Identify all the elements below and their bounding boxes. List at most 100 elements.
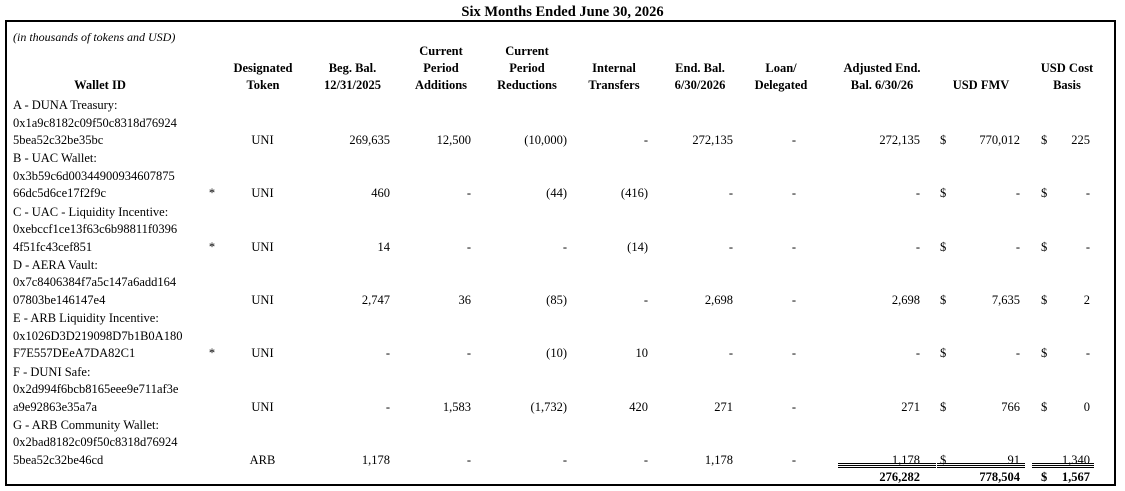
end-bal-cell: -	[728, 346, 733, 361]
wallet-id-cell: G - ARB Community Wallet: 0x2bad8182c09f5…	[13, 417, 178, 470]
total-rule-cost-2	[1032, 467, 1094, 468]
wallet-id-cell: C - UAC - Liquidity Incentive: 0xebccf1ce…	[13, 204, 177, 257]
wallet-address-line: 0xebccf1ce13f63c6b98811f0396	[13, 222, 178, 237]
wallet-address-line: 07803be146147e4	[13, 293, 106, 308]
total-rule-fmv	[937, 465, 1025, 466]
loan-delegated-cell: -	[791, 239, 796, 254]
token-cell: UNI	[251, 133, 274, 147]
last-row-rule-adjusted	[838, 462, 936, 464]
wallet-id-cell: D - AERA Vault: 0x7c8406384f7a5c147a6add1…	[13, 257, 176, 310]
loan-delegated-cell: -	[791, 292, 796, 307]
wallet-id-cell: B - UAC Wallet: 0x3b59c6d0034490093460787…	[13, 150, 175, 203]
reductions-cell: (44)	[546, 186, 567, 201]
header-adjusted-end-bal: Adjusted End. Bal. 6/30/26	[843, 61, 921, 92]
header-usd-fmv: USD FMV	[952, 78, 1010, 92]
wallet-address-line: 0x3b59c6d00344900934607875	[13, 168, 175, 183]
total-adjusted: 276,282	[879, 470, 920, 484]
header-loan-delegated: Loan/ Delegated	[754, 61, 808, 92]
table-frame	[5, 20, 1116, 486]
adjusted-end-bal-cell: -	[915, 346, 920, 361]
reductions-cell: (1,732)	[530, 399, 567, 414]
internal-transfers-cell: -	[643, 133, 648, 147]
adjusted-end-bal-cell: 272,135	[879, 133, 920, 147]
usd-fmv-cell: 766	[1001, 399, 1020, 414]
token-cell: UNI	[251, 292, 274, 307]
end-bal-cell: -	[728, 239, 733, 254]
wallet-name: G - ARB Community Wallet:	[13, 417, 159, 432]
beg-bal-cell: 14	[377, 239, 391, 254]
end-bal-cell: 271	[714, 399, 733, 414]
wallet-name: C - UAC - Liquidity Incentive:	[13, 204, 169, 219]
usd-fmv-cell: -	[1015, 346, 1020, 361]
units-note: (in thousands of tokens and USD)	[13, 30, 176, 44]
header-designated-token: Designated Token	[233, 61, 293, 92]
additions-cell: -	[466, 186, 471, 201]
end-bal-cell: 272,135	[692, 133, 733, 147]
header-wallet-id: Wallet ID	[74, 78, 126, 92]
total-usd-fmv: 778,504	[979, 470, 1020, 484]
internal-transfers-cell: (416)	[620, 186, 648, 201]
usd-cost-cell: -	[1085, 346, 1090, 361]
additions-cell: -	[466, 452, 471, 467]
header-reductions: Current Period Reductions	[497, 44, 557, 92]
internal-transfers-cell: -	[643, 292, 648, 307]
usd-cost-cell: 225	[1071, 133, 1090, 147]
loan-delegated-cell: -	[791, 346, 796, 361]
wallet-address-line: F7E557DEeA7DA82C1	[13, 346, 136, 361]
wallet-address-line: 0x7c8406384f7a5c147a6add164	[13, 275, 177, 290]
usd-fmv-symbol: $	[940, 133, 947, 147]
beg-bal-cell: 1,178	[361, 452, 390, 467]
usd-cost-symbol: $	[1041, 346, 1048, 361]
loan-delegated-cell: -	[791, 452, 796, 467]
additions-cell: -	[466, 239, 471, 254]
header-usd-cost-basis: USD Cost Basis	[1040, 61, 1094, 92]
usd-fmv-symbol: $	[940, 239, 947, 254]
usd-fmv-symbol: $	[940, 399, 947, 414]
beg-bal-cell: 269,635	[349, 133, 390, 147]
reductions-cell: (10)	[546, 346, 567, 361]
beg-bal-cell: -	[385, 399, 390, 414]
usd-cost-symbol: $	[1041, 186, 1048, 201]
adjusted-end-bal-cell: 2,698	[891, 292, 920, 307]
additions-cell: -	[466, 346, 471, 361]
adjusted-end-bal-cell: 271	[901, 399, 920, 414]
total-usd-cost: 1,567	[1061, 470, 1090, 484]
wallet-id-cell: A - DUNA Treasury: 0x1a9c8182c09f50c8318d…	[13, 97, 177, 150]
wallet-address-line: a9e92863e35a7a	[13, 399, 97, 414]
token-cell: UNI	[251, 239, 274, 254]
beg-bal-cell: 2,747	[361, 292, 390, 307]
adjusted-end-bal-cell: -	[915, 239, 920, 254]
usd-cost-symbol: $	[1041, 133, 1048, 147]
reductions-cell: (85)	[546, 292, 567, 307]
wallet-name: E - ARB Liquidity Incentive:	[13, 311, 159, 326]
wallet-address-line: 4f51fc43cef851	[13, 239, 93, 254]
internal-transfers-cell: -	[643, 452, 648, 467]
end-bal-cell: 1,178	[704, 452, 733, 467]
usd-cost-cell: -	[1085, 186, 1090, 201]
total-rule-adjusted-2	[838, 467, 936, 468]
token-cell: ARB	[249, 452, 276, 467]
usd-fmv-cell: 7,635	[991, 292, 1020, 307]
reductions-cell: -	[562, 452, 567, 467]
wallet-address-line: 66dc5d6ce17f2f9c	[13, 186, 107, 201]
wallet-id-cell: E - ARB Liquidity Incentive: 0x1026D3D219…	[13, 310, 182, 363]
usd-fmv-cell: -	[1015, 239, 1020, 254]
wallet-address-line: 5bea52c32be35bc	[13, 133, 104, 148]
beg-bal-cell: -	[385, 346, 390, 361]
usd-fmv-symbol: $	[940, 452, 947, 467]
token-cell: UNI	[251, 346, 274, 361]
last-row-rule-cost	[1032, 462, 1094, 464]
adjusted-end-bal-cell: -	[915, 186, 920, 201]
wallet-address-line: 0x1026D3D219098D7b1B0A180	[13, 328, 183, 343]
usd-fmv-symbol: $	[940, 186, 947, 201]
internal-transfers-cell: 10	[635, 346, 649, 361]
star-marker: *	[208, 239, 216, 254]
usd-fmv-symbol: $	[940, 346, 947, 361]
usd-cost-symbol: $	[1041, 292, 1048, 307]
loan-delegated-cell: -	[791, 186, 796, 201]
report-title: Six Months Ended June 30, 2026	[461, 4, 664, 20]
wallet-address-line: 0x1a9c8182c09f50c8318d76924	[13, 115, 177, 130]
last-row-rule-fmv	[937, 462, 1025, 464]
star-marker: *	[208, 186, 216, 201]
header-internal-transfers: Internal Transfers	[588, 61, 640, 92]
